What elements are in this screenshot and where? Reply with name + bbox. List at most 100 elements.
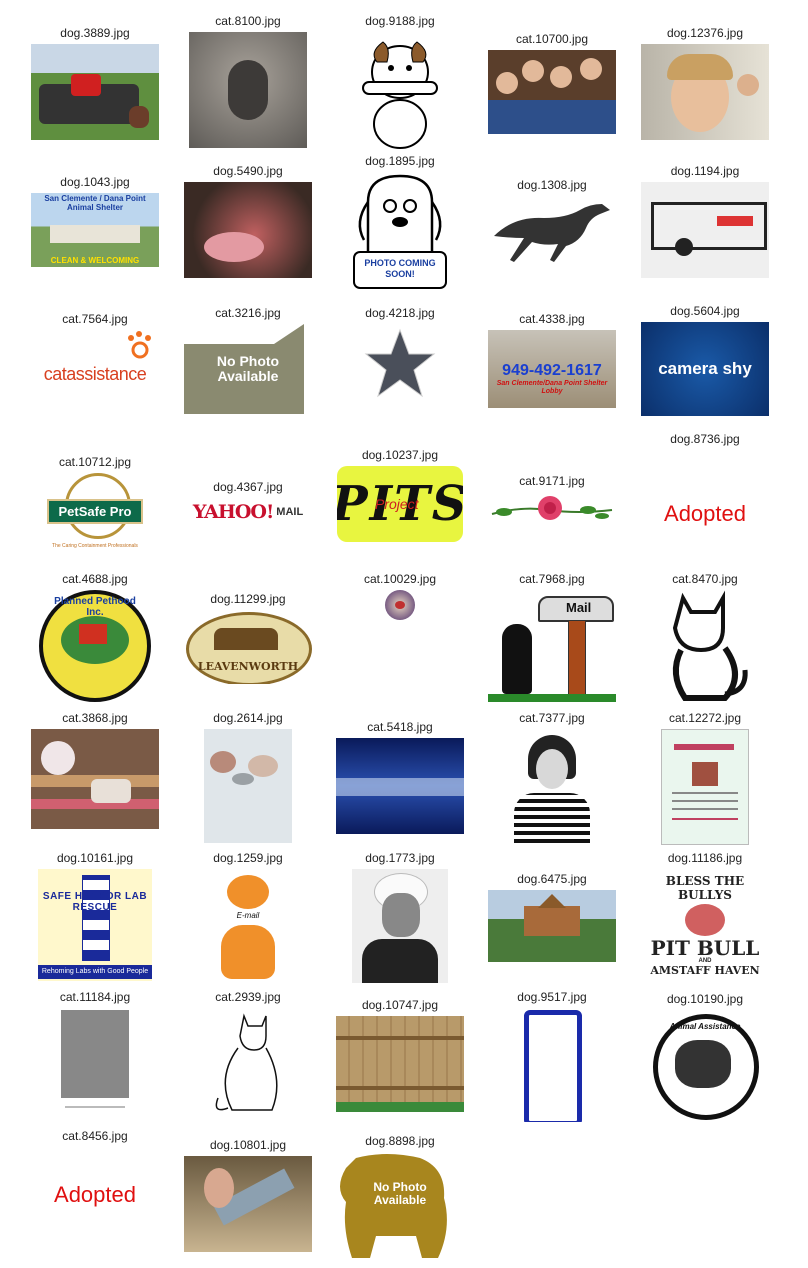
leavenworth-seal[interactable]: LEAVENWORTH <box>184 610 312 684</box>
safe-harbor-lab-rescue-logo[interactable]: SAFE HARBOR LAB RESCUE Rehoming Labs wit… <box>38 869 152 981</box>
star-logo-icon[interactable] <box>360 324 440 404</box>
image-filename: dog.8898.jpg <box>365 1134 435 1148</box>
image-filename: dog.11186.jpg <box>667 851 743 865</box>
finger-bandage-photo[interactable] <box>184 1156 312 1252</box>
grid-cell: cat.10700.jpg <box>477 32 627 134</box>
safe-harbor-text: SAFE HARBOR LAB RESCUE <box>42 891 148 913</box>
adopted-text: Adopted <box>54 1182 136 1207</box>
grid-cell: cat.8100.jpg <box>173 14 323 148</box>
planned-pethood-text: Planned Pethood Inc. <box>54 596 136 618</box>
cat-outline-drawing-icon[interactable] <box>655 590 755 710</box>
grid-cell: dog.11299.jpg LEAVENWORTH <box>173 592 323 684</box>
image-filename: dog.1259.jpg <box>213 851 283 865</box>
cartoon-dog-with-bone-icon[interactable] <box>355 32 445 152</box>
pits-project-logo[interactable]: PITS Project <box>337 466 463 542</box>
grid-cell: dog.10161.jpg SAFE HARBOR LAB RESCUE Reh… <box>20 851 170 981</box>
go-kart-dog-photo[interactable] <box>31 44 159 140</box>
image-filename: dog.2614.jpg <box>213 711 283 725</box>
utility-trailer-photo[interactable] <box>641 182 769 278</box>
camera-shy-placeholder[interactable]: camera shy <box>641 322 769 416</box>
image-filename: dog.1895.jpg <box>365 154 435 168</box>
petsafe-pro-logo[interactable]: PetSafe Pro The Caring Containment Profe… <box>31 473 159 549</box>
image-filename: dog.10747.jpg <box>361 998 439 1012</box>
family-photo[interactable] <box>488 50 616 134</box>
paw-print-icon <box>128 331 151 359</box>
image-filename: cat.12272.jpg <box>668 711 742 725</box>
image-filename: dog.10237.jpg <box>361 448 439 462</box>
image-filename: cat.3868.jpg <box>62 711 128 725</box>
grid-cell: cat.7377.jpg <box>477 711 627 843</box>
small-round-avatar[interactable] <box>385 590 415 620</box>
safe-harbor-tagline: Rehoming Labs with Good People <box>38 965 152 979</box>
shelter-building-photo[interactable] <box>488 890 616 962</box>
image-filename: cat.10712.jpg <box>58 455 132 469</box>
image-filename: dog.1043.jpg <box>60 175 130 189</box>
image-filename: dog.4218.jpg <box>365 306 435 320</box>
shelter-phone-text: 949-492-1617 <box>502 362 602 379</box>
grid-cell: dog.1308.jpg <box>477 178 627 268</box>
grid-cell: cat.3216.jpg No Photo Available <box>173 306 323 414</box>
no-photo-available-text: No Photo Available <box>373 1180 427 1207</box>
license-plate-frame[interactable] <box>522 1008 582 1122</box>
image-filename: dog.1194.jpg <box>670 164 740 178</box>
stones-photo[interactable] <box>204 729 292 843</box>
wooden-fence-photo[interactable] <box>336 1016 464 1112</box>
greyhound-tribal-drawing-icon[interactable] <box>488 196 616 268</box>
image-filename: dog.10801.jpg <box>209 1138 287 1152</box>
grid-cell: dog.10747.jpg <box>325 998 475 1112</box>
shelter-lobby-photo[interactable]: 949-492-1617 San Clemente/Dana Point She… <box>488 330 616 408</box>
no-photo-available-text: No Photo Available <box>216 353 280 384</box>
grid-cell: dog.4218.jpg <box>325 306 475 404</box>
animal-shelter-photo[interactable]: San Clemente / Dana Point Animal Shelter… <box>31 193 159 267</box>
no-photo-cat-placeholder[interactable]: No Photo Available <box>184 324 312 414</box>
doll-crib-photo[interactable] <box>31 729 159 829</box>
cat-sketch-drawing-icon[interactable] <box>208 1008 288 1120</box>
image-filename: dog.3889.jpg <box>60 26 130 40</box>
animal-assistance-logo[interactable]: Animal Assistance <box>649 1010 761 1122</box>
adopted-placeholder[interactable]: Adopted <box>641 450 769 578</box>
man-with-pipe-photo[interactable] <box>352 869 448 983</box>
grid-cell: cat.9171.jpg <box>477 474 627 528</box>
image-filename: cat.9171.jpg <box>519 474 585 488</box>
grey-placeholder-image[interactable] <box>59 1008 131 1112</box>
grid-cell: dog.8736.jpg Adopted <box>630 432 780 578</box>
grid-cell: cat.4338.jpg 949-492-1617 San Clemente/D… <box>477 312 627 408</box>
image-filename: cat.7564.jpg <box>62 312 128 326</box>
image-filename: dog.8736.jpg <box>670 432 740 446</box>
grid-cell: dog.3889.jpg <box>20 26 170 140</box>
image-filename: dog.9188.jpg <box>365 14 435 28</box>
mail-sign-text: Mail <box>566 600 592 615</box>
woman-selfie-photo[interactable] <box>641 44 769 140</box>
pit-bull-haven-logo[interactable]: BLESS THE BULLYS PIT BULL AND AMSTAFF HA… <box>641 869 769 981</box>
planned-pethood-logo[interactable]: Planned Pethood Inc. <box>39 590 151 702</box>
catassistance-logo[interactable]: catassistance <box>31 330 159 390</box>
blue-forest-photo[interactable] <box>336 738 464 834</box>
portrait-sketch-photo[interactable] <box>506 729 598 843</box>
cat-mailbox-drawing[interactable]: Mail <box>488 590 616 702</box>
image-filename: cat.8456.jpg <box>62 1129 128 1143</box>
cat-paw-photo[interactable] <box>189 32 307 148</box>
bless-the-bullys-text: BLESS THE BULLYS <box>665 873 745 902</box>
grid-cell: cat.5418.jpg <box>325 720 475 834</box>
grid-cell: dog.4367.jpg YAHOO! MAIL <box>173 480 323 526</box>
image-filename: dog.9517.jpg <box>517 990 587 1004</box>
mail-text: MAIL <box>276 506 304 518</box>
image-filename: dog.5604.jpg <box>670 304 740 318</box>
yahoo-text: YAHOO! <box>192 501 274 523</box>
rose-vine-icon[interactable] <box>488 492 616 528</box>
grid-cell: dog.11186.jpg BLESS THE BULLYS PIT BULL … <box>630 851 780 981</box>
no-photo-dog-placeholder[interactable]: No Photo Available <box>336 1152 464 1260</box>
poodle-email-icon[interactable]: E-mail <box>213 869 283 983</box>
image-filename: cat.4688.jpg <box>62 572 128 586</box>
flyer-document[interactable] <box>661 729 749 845</box>
amstaff-haven-text: AMSTAFF HAVEN <box>650 963 760 977</box>
photo-coming-soon-placeholder[interactable]: PHOTO COMING SOON! <box>350 172 450 292</box>
grid-cell: dog.9188.jpg <box>325 14 475 152</box>
grid-cell: dog.1043.jpg San Clemente / Dana Point A… <box>20 175 170 267</box>
dog-teeth-photo[interactable] <box>184 182 312 278</box>
adopted-placeholder[interactable]: Adopted <box>31 1147 159 1243</box>
yahoo-mail-logo[interactable]: YAHOO! MAIL <box>184 498 312 526</box>
grid-cell: dog.9517.jpg <box>477 990 627 1122</box>
grid-cell: dog.12376.jpg <box>630 26 780 140</box>
